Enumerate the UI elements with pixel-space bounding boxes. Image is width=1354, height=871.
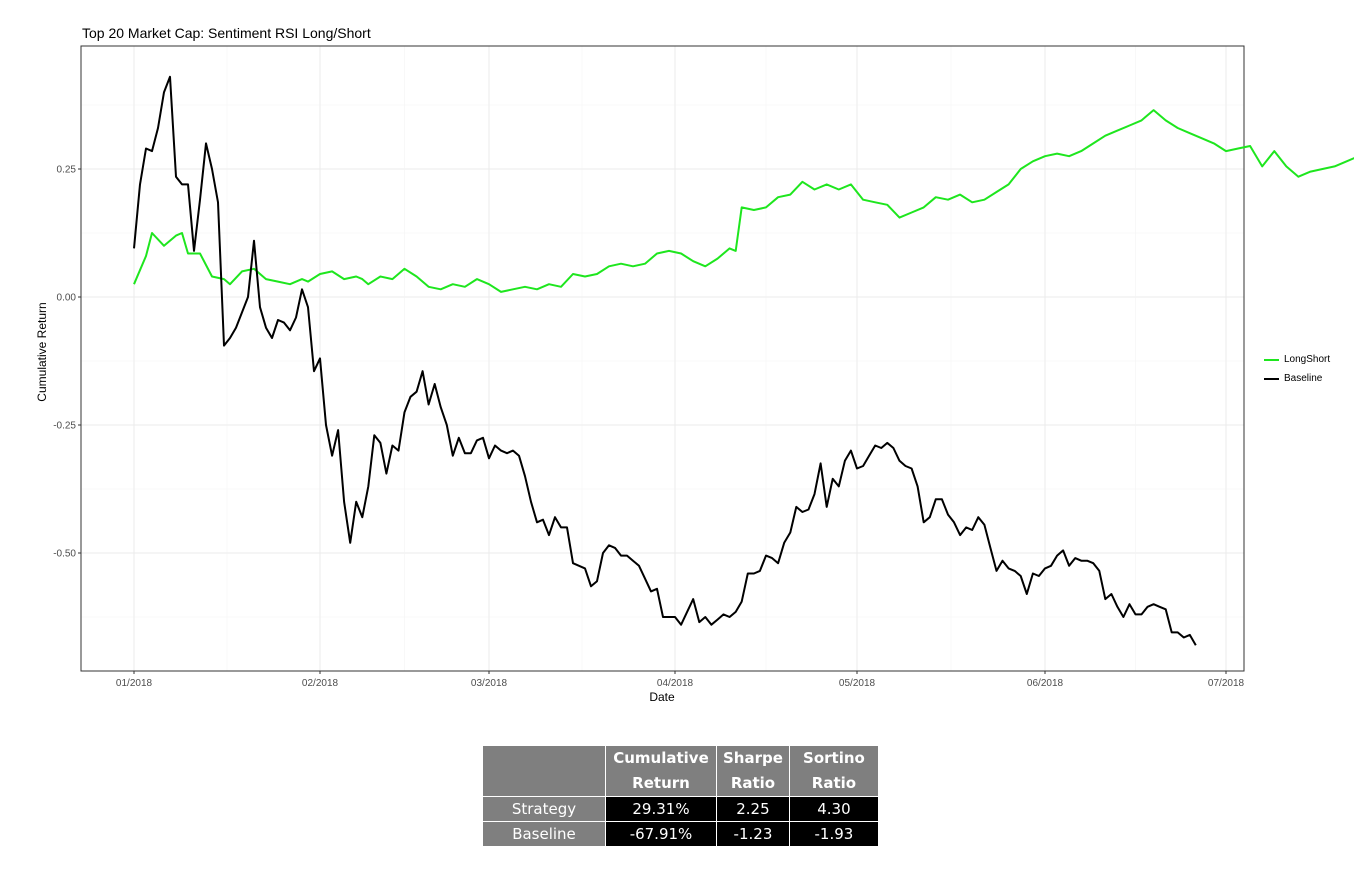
- table-header-cumulative-return: Cumulative Return: [605, 745, 717, 797]
- panel-background: [81, 46, 1244, 671]
- x-tick-label: 06/2018: [1027, 678, 1064, 689]
- strategy-sharpe: 2.25: [716, 796, 790, 822]
- legend-item-baseline: Baseline: [1264, 369, 1330, 388]
- x-tick-label: 01/2018: [116, 678, 153, 689]
- x-tick-label: 03/2018: [471, 678, 508, 689]
- x-tick-label: 07/2018: [1208, 678, 1245, 689]
- legend: LongShort Baseline: [1264, 350, 1330, 388]
- y-tick-label: 0.00: [57, 293, 77, 304]
- performance-table: Cumulative Return Sharpe Ratio Sortino R…: [482, 745, 879, 847]
- x-tick-label: 05/2018: [839, 678, 876, 689]
- legend-label-baseline: Baseline: [1284, 373, 1323, 384]
- table-header-blank: [482, 745, 606, 797]
- panel-border: [80, 45, 1245, 672]
- x-tick-label: 04/2018: [657, 678, 694, 689]
- legend-key-baseline: [1264, 377, 1279, 380]
- y-axis-label: Cumulative Return: [35, 302, 49, 402]
- y-tick-label: -0.25: [53, 421, 76, 432]
- y-tick-label: 0.25: [57, 165, 77, 176]
- y-tick-label: -0.50: [53, 549, 76, 560]
- baseline-sharpe: -1.23: [716, 821, 790, 847]
- row-label-strategy: Strategy: [482, 796, 606, 822]
- x-axis-label: Date: [649, 690, 675, 704]
- legend-label-longshort: LongShort: [1284, 354, 1331, 365]
- table-header-sortino-ratio: Sortino Ratio: [788, 745, 879, 797]
- x-tick-label: 02/2018: [302, 678, 339, 689]
- series-line-longshort: [133, 109, 1354, 293]
- series-line-baseline: [133, 75, 1197, 646]
- legend-item-longshort: LongShort: [1264, 350, 1330, 369]
- chart-title: Top 20 Market Cap: Sentiment RSI Long/Sh…: [82, 25, 371, 41]
- table-header-row: Cumulative Return Sharpe Ratio Sortino R…: [482, 745, 879, 797]
- legend-key-longshort: [1264, 358, 1279, 361]
- strategy-sortino: 4.30: [788, 796, 879, 822]
- baseline-cumulative-return: -67.91%: [605, 821, 717, 847]
- baseline-sortino: -1.93: [788, 821, 879, 847]
- strategy-cumulative-return: 29.31%: [605, 796, 717, 822]
- table-header-sharpe-ratio: Sharpe Ratio: [716, 745, 790, 797]
- row-label-baseline: Baseline: [482, 821, 606, 847]
- table-row: Strategy 29.31% 2.25 4.30: [482, 796, 879, 822]
- table-row: Baseline -67.91% -1.23 -1.93: [482, 821, 879, 847]
